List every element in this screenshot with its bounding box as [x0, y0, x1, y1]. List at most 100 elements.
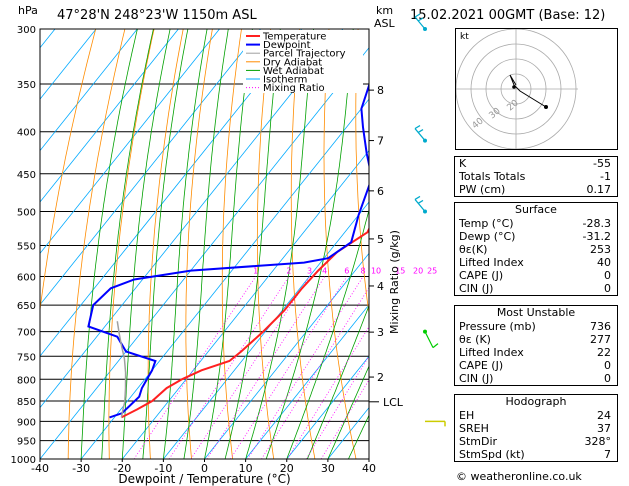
dry-adiabat-line: [67, 29, 126, 459]
mixing-ratio-label: 2: [286, 267, 291, 276]
isotherm-line: [286, 355, 369, 459]
wet-adiabat-line: [142, 29, 189, 459]
dry-adiabat-line: [147, 29, 184, 459]
legend-entry: Mixing Ratio: [263, 83, 325, 94]
wind-barb: [414, 125, 427, 143]
km-label: km: [376, 4, 394, 17]
wet-adiabat-line: [306, 304, 369, 459]
legend-entry: Wet Adiabat: [263, 66, 324, 77]
most-unstable-row: CIN (J) 0: [459, 372, 611, 385]
mixing-ratio-label: 20: [413, 267, 423, 276]
mixing-ratio-label: 4: [322, 267, 327, 276]
mixing-ratio-line: [286, 326, 369, 459]
dry-adiabat-line: [256, 29, 275, 459]
pressure-tick-label: 800: [17, 375, 36, 386]
wet-adiabat-line: [80, 29, 138, 459]
dry-adiabat-line: [40, 29, 97, 313]
mixing-ratio-axis-label: Mixing Ratio (g/kg): [388, 230, 401, 334]
wind-barb: [414, 195, 427, 214]
km-tick-label: 6: [377, 185, 384, 198]
surface-row: Temp (°C) -28.3: [459, 217, 611, 230]
isotherm-line: [163, 201, 369, 459]
hodograph-ring-label-20: 20: [506, 98, 521, 113]
pressure-tick-label: 400: [17, 128, 36, 139]
wet-adiabat-line: [265, 29, 354, 459]
km-tick-label: 5: [377, 233, 384, 246]
hodograph-table: Hodograph EH 24 SREH 37 StmDir 328° StmSpd …: [454, 394, 618, 462]
x-tick-label: -20: [113, 462, 131, 475]
hodograph-table-title: Hodograph: [505, 395, 567, 408]
dry-adiabat-line: [355, 29, 369, 317]
surface-row: Dewp (°C) -31.2: [459, 230, 611, 243]
km-tick-label: 8: [377, 84, 384, 97]
lcl-label: LCL: [383, 396, 404, 409]
mixing-ratio-label: 10: [371, 267, 381, 276]
most-unstable-row: Pressure (mb) 736: [459, 320, 611, 333]
hodograph-row: SREH 37: [459, 422, 611, 435]
dry-adiabat-line: [221, 29, 242, 459]
legend-entry: Dewpoint: [263, 40, 311, 51]
mixing-ratio-line: [230, 276, 348, 459]
x-tick-label: 10: [239, 462, 253, 475]
pressure-tick-label: 600: [17, 273, 36, 284]
isotherm-line: [80, 98, 369, 459]
dry-adiabat-line: [185, 29, 213, 459]
dry-adiabat-line: [323, 29, 357, 459]
wet-adiabat-line: [163, 29, 208, 459]
x-tick-label: -30: [72, 462, 90, 475]
temperature-line: [120, 226, 369, 419]
km-tick-label: 2: [377, 371, 384, 384]
wet-adiabat-line: [245, 29, 314, 459]
index-row-k: K -55: [459, 157, 611, 170]
dry-adiabat-line: [416, 29, 455, 459]
isotherm-line: [40, 29, 138, 152]
hodograph-ring-label-30: 30: [488, 106, 503, 121]
isotherm-line: [121, 149, 369, 459]
wet-adiabat-line: [101, 29, 154, 459]
mixing-ratio-label: 25: [427, 267, 437, 276]
copyright-footer: © weatheronline.co.uk: [456, 470, 582, 483]
surface-row: CAPE (J) 0: [459, 269, 611, 282]
wet-adiabat-line: [204, 29, 253, 459]
isotherm-line: [40, 29, 344, 409]
isotherm-line: [40, 29, 220, 255]
x-tick-label: 30: [321, 462, 335, 475]
most-unstable-row: θε (K) 277: [459, 333, 611, 346]
pressure-tick-label: 700: [17, 328, 36, 339]
hodograph-end-point: [544, 105, 548, 109]
hodograph-row: StmDir 328°: [459, 435, 611, 448]
pressure-tick-label: 450: [17, 170, 36, 181]
most-unstable-row: Lifted Index 22: [459, 346, 611, 359]
mixing-ratio-line: [168, 276, 290, 459]
wind-barb: [423, 329, 439, 349]
dry-adiabat-line: [290, 29, 316, 459]
mixing-ratio-label: 6: [344, 267, 349, 276]
surface-row: Lifted Index 40: [459, 256, 611, 269]
parcel-trajectory-line: [116, 321, 127, 418]
mixing-ratio-label: 3: [307, 267, 312, 276]
surface-title: Surface: [515, 203, 557, 216]
dry-adiabat-line: [108, 29, 155, 459]
pressure-tick-label: 950: [17, 437, 36, 448]
x-tick-label: 0: [201, 462, 208, 475]
index-row-pw: PW (cm) 0.17: [459, 183, 611, 196]
hodograph-panel: kt 20 30 40: [454, 28, 618, 150]
hodograph-start-point: [512, 85, 516, 89]
asl-label: ASL: [374, 17, 395, 30]
location-title: 47°28'N 248°23'W 1150m ASL: [57, 8, 257, 23]
pressure-tick-label: 350: [17, 80, 36, 91]
mixing-ratio-line: [261, 286, 369, 459]
datetime-title: 15.02.2021 00GMT (Base: 12): [410, 8, 606, 23]
hodograph-ring-label-40: 40: [471, 116, 486, 131]
x-tick-label: 20: [280, 462, 294, 475]
pressure-tick-label: 850: [17, 397, 36, 408]
surface-table: Surface Temp (°C) -28.3 Dewp (°C) -31.2 θε…: [454, 202, 618, 296]
hodograph-row: StmSpd (kt) 7: [459, 448, 611, 461]
isotherm-line: [245, 304, 369, 459]
mixing-ratio-label: 1: [253, 267, 258, 276]
skewt-chart: 3003504004505005506006507007508008509009…: [11, 13, 455, 486]
x-tick-label: 40: [362, 462, 376, 475]
wet-adiabat-line: [183, 29, 229, 459]
mixing-ratio-line: [320, 379, 369, 459]
pressure-tick-label: 650: [17, 301, 36, 312]
